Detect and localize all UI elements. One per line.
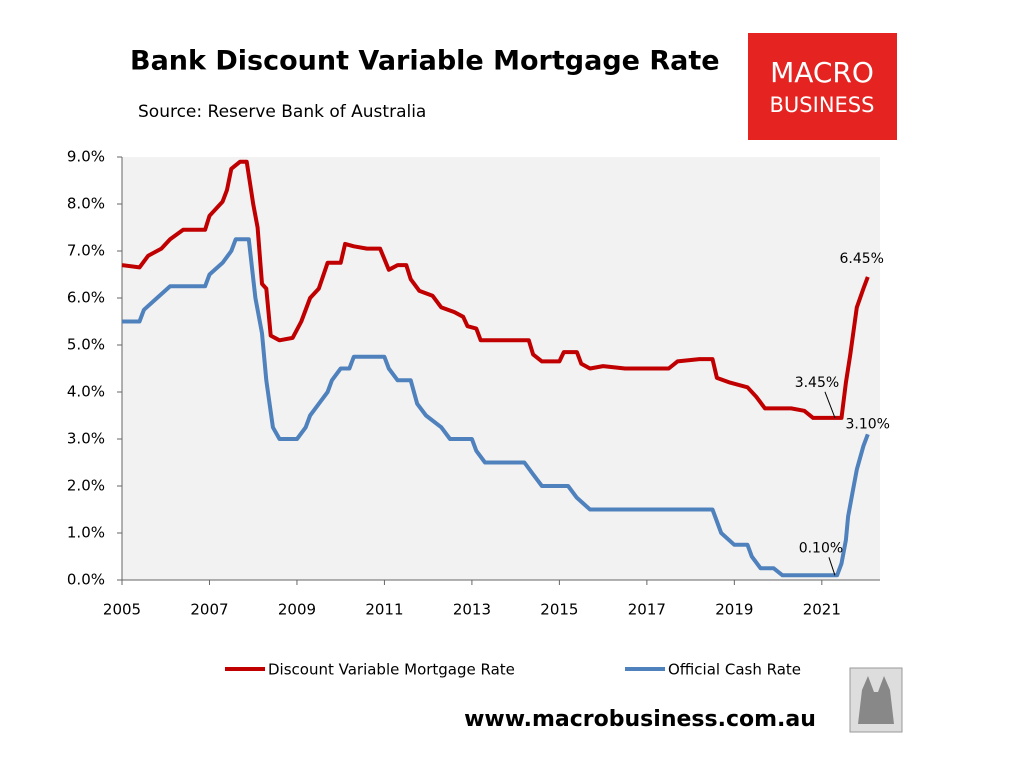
annotation: 3.45%: [795, 375, 839, 391]
x-tick-label: 2011: [365, 601, 403, 619]
annotation-pointer: [828, 557, 836, 576]
y-tick-label: 9.0%: [67, 148, 105, 166]
x-tick-label: 2017: [628, 601, 666, 619]
x-tick-label: 2021: [803, 601, 841, 619]
x-tick-label: 2005: [103, 601, 141, 619]
chart-title: Bank Discount Variable Mortgage Rate: [130, 46, 720, 77]
x-tick-label: 2015: [540, 601, 578, 619]
annotation-pointer: [824, 391, 836, 419]
y-tick-label: 7.0%: [67, 242, 105, 260]
brand-logo: [748, 33, 897, 140]
y-tick-label: 5.0%: [67, 336, 105, 354]
y-tick-label: 3.0%: [67, 430, 105, 448]
legend-label: Discount Variable Mortgage Rate: [268, 661, 515, 679]
y-tick-label: 6.0%: [67, 289, 105, 307]
brand-line: MACRO: [770, 56, 874, 89]
x-tick-label: 2019: [715, 601, 753, 619]
y-tick-label: 0.0%: [67, 571, 105, 589]
series-line: [121, 159, 870, 420]
y-tick-label: 1.0%: [67, 524, 105, 542]
annotation: 0.10%: [799, 540, 843, 556]
x-tick-label: 2007: [190, 601, 228, 619]
chart-subtitle: Source: Reserve Bank of Australia: [138, 102, 426, 122]
plot-area: [122, 157, 880, 580]
brand-line: BUSINESS: [770, 93, 875, 117]
x-tick-label: 2009: [278, 601, 316, 619]
legend-label: Official Cash Rate: [668, 661, 801, 679]
series-line: [122, 237, 870, 578]
wolf-icon: [858, 676, 894, 724]
annotation: 6.45%: [840, 251, 884, 267]
y-tick-label: 2.0%: [67, 477, 105, 495]
y-tick-label: 4.0%: [67, 383, 105, 401]
annotation: 3.10%: [846, 416, 890, 432]
x-tick-label: 2013: [453, 601, 491, 619]
y-tick-label: 8.0%: [67, 195, 105, 213]
footer-url: www.macrobusiness.com.au: [464, 707, 816, 732]
